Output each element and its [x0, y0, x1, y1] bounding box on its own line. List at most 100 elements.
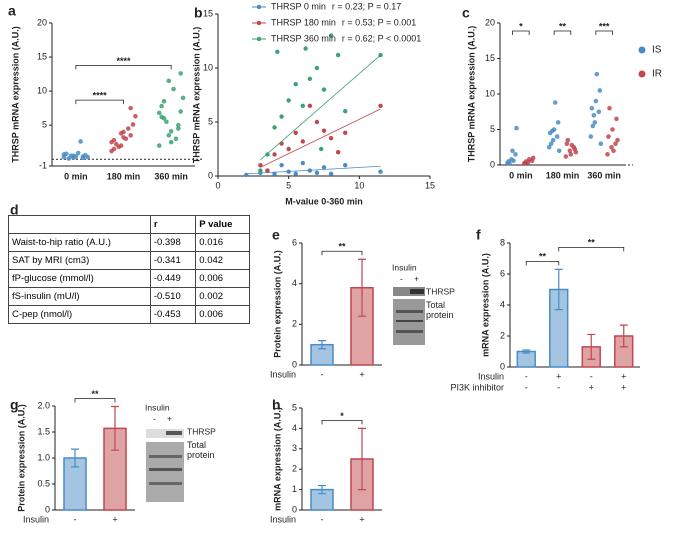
- y-tick-label: -1: [39, 160, 47, 170]
- legend-marker: [638, 46, 646, 54]
- point: [75, 150, 81, 156]
- point: [133, 113, 138, 119]
- point: [335, 52, 341, 58]
- y-tick-label: 2.0: [37, 400, 50, 410]
- point: [606, 134, 611, 139]
- y-tick-label: 3: [292, 443, 297, 453]
- point: [343, 130, 348, 135]
- y-axis-title: THRSP mRNA expression (A.U.): [466, 26, 476, 163]
- point: [265, 168, 270, 173]
- table-cell: Waist-to-hip ratio (A.U.): [8, 233, 151, 252]
- point: [265, 152, 270, 157]
- point: [125, 126, 131, 131]
- significance-bracket: [558, 246, 625, 252]
- table-cell: -0.453: [149, 305, 197, 324]
- error-bar: [619, 324, 628, 348]
- point: [597, 88, 603, 93]
- point: [279, 114, 284, 119]
- legend-label: IR: [652, 69, 662, 80]
- point: [328, 136, 334, 141]
- error-bar: [318, 340, 326, 350]
- legend-marker: [256, 36, 262, 42]
- legend-marker: [638, 70, 646, 78]
- point: [293, 82, 298, 87]
- error-bar: [358, 427, 366, 491]
- point: [567, 148, 573, 154]
- point: [168, 139, 174, 145]
- legend-label: THRSP 0 min: [271, 1, 326, 11]
- point: [180, 95, 186, 101]
- x-tick-label: +: [589, 382, 594, 392]
- point: [300, 103, 305, 109]
- y-tick-label: 0.5: [37, 478, 50, 488]
- point: [591, 113, 597, 118]
- y-tick-label: 4: [500, 299, 505, 309]
- x-tick-label: 360 min: [587, 170, 621, 180]
- point: [286, 98, 291, 103]
- error-bar: [71, 448, 79, 468]
- legend-label: THRSP 180 min: [271, 17, 336, 27]
- significance-label: **: [338, 242, 346, 252]
- point: [293, 171, 298, 177]
- legend-marker: [256, 20, 262, 26]
- point: [510, 148, 515, 154]
- x-tick-label: 0 min: [64, 171, 88, 181]
- error-bar: [111, 405, 119, 451]
- y-tick-label: 20: [37, 17, 47, 27]
- blot-band-label: THRSP: [426, 286, 455, 296]
- error-bar: [554, 268, 563, 311]
- point: [610, 127, 615, 132]
- y-axis-title: Protein expression (A.U.): [16, 404, 26, 512]
- header-cell: P value: [195, 215, 250, 234]
- table-cell: -0.341: [149, 251, 197, 270]
- point: [300, 160, 305, 166]
- x-tick-label: -: [321, 514, 324, 524]
- point: [546, 144, 552, 150]
- point: [314, 65, 320, 71]
- y-axis-title: mRNA expression (A.U.): [272, 407, 282, 511]
- legend-stat: r = 0.62; P < 0.0001: [342, 33, 421, 43]
- point: [511, 158, 516, 164]
- point: [307, 76, 313, 82]
- panel-letter: b: [194, 5, 203, 21]
- point: [279, 163, 284, 168]
- point: [78, 139, 83, 144]
- table-row: fP-glucose (mmol/l) -0.449 0.006: [8, 269, 250, 288]
- significance-bracket: [525, 260, 560, 266]
- point: [568, 152, 574, 157]
- header-cell: [8, 215, 151, 234]
- point: [159, 103, 164, 109]
- y-tick-label: 0: [500, 361, 505, 371]
- panel-letter: f: [476, 227, 481, 243]
- point: [328, 33, 334, 38]
- significance-bracket: [75, 99, 124, 105]
- point: [615, 137, 620, 143]
- x-tick-label: 180 min: [107, 171, 141, 181]
- point: [569, 142, 575, 148]
- y-tick-label: 6: [500, 268, 505, 278]
- x-tick-label: -: [74, 514, 77, 524]
- row-label: Insulin: [270, 369, 296, 379]
- y-tick-label: 1: [292, 484, 297, 494]
- point: [530, 155, 536, 161]
- table-row: SAT by MRI (cm3) -0.341 0.042: [8, 251, 250, 270]
- point: [592, 120, 598, 125]
- point: [556, 148, 562, 154]
- y-tick-label: 5: [208, 116, 213, 126]
- panel-letter: c: [462, 5, 470, 21]
- point: [613, 141, 618, 146]
- fit-line: [246, 165, 381, 175]
- point: [258, 163, 263, 168]
- point: [594, 71, 600, 77]
- point: [178, 71, 183, 76]
- y-tick-label: 10: [203, 62, 213, 72]
- table-row: C-pep (nmol/l) -0.453 0.006: [8, 305, 250, 324]
- y-axis-title: Protein expression (A.U.): [272, 250, 282, 358]
- significance-label: *: [340, 411, 344, 421]
- y-tick-label: 20: [485, 17, 495, 27]
- significance-label: **: [91, 389, 99, 399]
- y-tick-label: 0: [45, 504, 50, 514]
- point: [550, 137, 556, 143]
- y-axis-title: THRSP mRNA expression (A.U.): [10, 26, 20, 163]
